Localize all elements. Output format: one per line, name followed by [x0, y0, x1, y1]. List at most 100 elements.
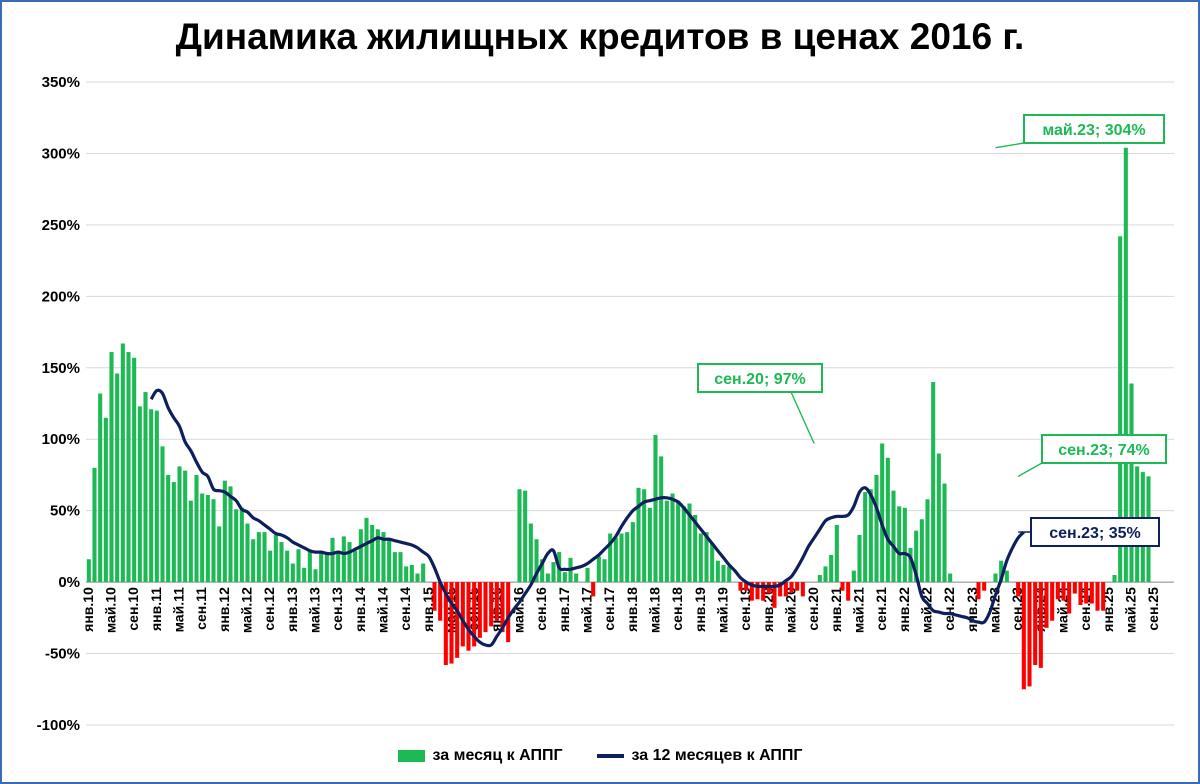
bar: [698, 533, 703, 583]
bar: [942, 483, 947, 583]
legend-swatch-annual: [596, 754, 624, 758]
bar: [455, 582, 460, 658]
x-tick-label: янв.12: [216, 587, 232, 632]
x-tick-label: сен.25: [1145, 587, 1161, 631]
x-tick-label: сен.17: [601, 587, 617, 631]
bar: [489, 582, 494, 627]
bar: [92, 467, 97, 583]
bar: [1044, 582, 1049, 628]
bar: [251, 539, 256, 583]
x-tick-label: янв.11: [148, 587, 164, 631]
bar: [602, 559, 607, 583]
bar: [982, 582, 987, 591]
bar: [925, 499, 930, 583]
y-tick-label: 250%: [42, 217, 80, 234]
x-tick-label: сен.19: [737, 587, 753, 631]
x-tick-label: сен.16: [533, 587, 549, 631]
bar: [1067, 582, 1072, 614]
bar: [262, 532, 267, 583]
bar: [761, 582, 766, 601]
x-tick-label: май.18: [647, 587, 663, 633]
bar: [1089, 582, 1094, 604]
callout-leader: [1017, 462, 1043, 477]
x-tick-label: янв.14: [352, 587, 368, 632]
bar: [1118, 236, 1123, 583]
x-tick-label: май.20: [783, 587, 799, 633]
bar: [290, 563, 295, 583]
legend-label-annual: за 12 месяцев к АППГ: [631, 747, 803, 764]
bar: [285, 550, 290, 583]
bar: [200, 493, 205, 583]
bar: [897, 506, 902, 583]
x-tick-label: янв.19: [692, 587, 708, 632]
x-tick-label: май.12: [239, 587, 255, 633]
bar: [647, 507, 652, 583]
bar: [245, 523, 250, 583]
chart-title: Динамика жилищных кредитов в ценах 2016 …: [175, 16, 1025, 57]
bar: [432, 582, 437, 611]
bar: [319, 552, 324, 583]
y-tick-label: 50%: [50, 503, 80, 520]
bar: [472, 582, 477, 647]
bar: [341, 536, 346, 583]
bar: [228, 486, 233, 583]
bar: [817, 574, 822, 583]
bar: [749, 582, 754, 601]
x-tick-label: май.19: [715, 587, 731, 633]
x-tick-label: янв.17: [556, 587, 572, 632]
bar: [574, 573, 579, 583]
bar: [211, 499, 216, 583]
bar: [268, 550, 273, 583]
callout-box: [1023, 114, 1165, 144]
bar: [347, 542, 352, 583]
bar: [591, 582, 596, 597]
bar: [704, 532, 709, 583]
bar: [1129, 383, 1134, 583]
bar: [636, 487, 641, 583]
bar: [653, 434, 658, 583]
callout-leader: [790, 391, 815, 444]
callout-label: май.23; 304%: [1042, 122, 1145, 139]
bar: [687, 503, 692, 583]
bar: [880, 443, 885, 583]
bar: [392, 552, 397, 583]
bar: [404, 566, 409, 583]
bar: [460, 582, 465, 647]
bar: [239, 507, 244, 583]
callout-label: сен.23; 35%: [1049, 525, 1141, 542]
bar: [1021, 582, 1026, 690]
bar: [313, 569, 318, 583]
bar: [120, 343, 125, 583]
bar: [466, 582, 471, 651]
bar: [642, 489, 647, 583]
x-tick-label: сен.14: [397, 587, 413, 631]
x-tick-label: янв.21: [828, 587, 844, 632]
bar: [364, 517, 369, 583]
bar: [908, 547, 913, 583]
bar: [1055, 582, 1060, 600]
bar: [1095, 582, 1100, 611]
bar: [370, 524, 375, 583]
bar: [1061, 582, 1066, 601]
x-tick-label: май.13: [307, 587, 323, 633]
bar: [109, 352, 114, 583]
bar: [375, 529, 380, 583]
y-tick-label: 300%: [42, 145, 80, 162]
bar: [103, 417, 108, 583]
bar: [517, 489, 522, 583]
x-tick-label: янв.10: [80, 587, 96, 632]
bar: [296, 549, 301, 583]
bar: [664, 500, 669, 583]
bar: [500, 582, 505, 633]
x-tick-label: сен.11: [193, 587, 209, 630]
x-tick-label: май.23: [987, 587, 1003, 633]
bar: [625, 532, 630, 583]
bar: [783, 582, 788, 597]
bar: [670, 493, 675, 583]
x-tick-label: май.25: [1123, 587, 1139, 633]
bar: [857, 534, 862, 583]
y-tick-label: 100%: [42, 431, 80, 448]
x-tick-label: сен.13: [329, 587, 345, 631]
x-tick-label: май.11: [171, 587, 187, 632]
callout-label: сен.20; 97%: [714, 371, 806, 388]
